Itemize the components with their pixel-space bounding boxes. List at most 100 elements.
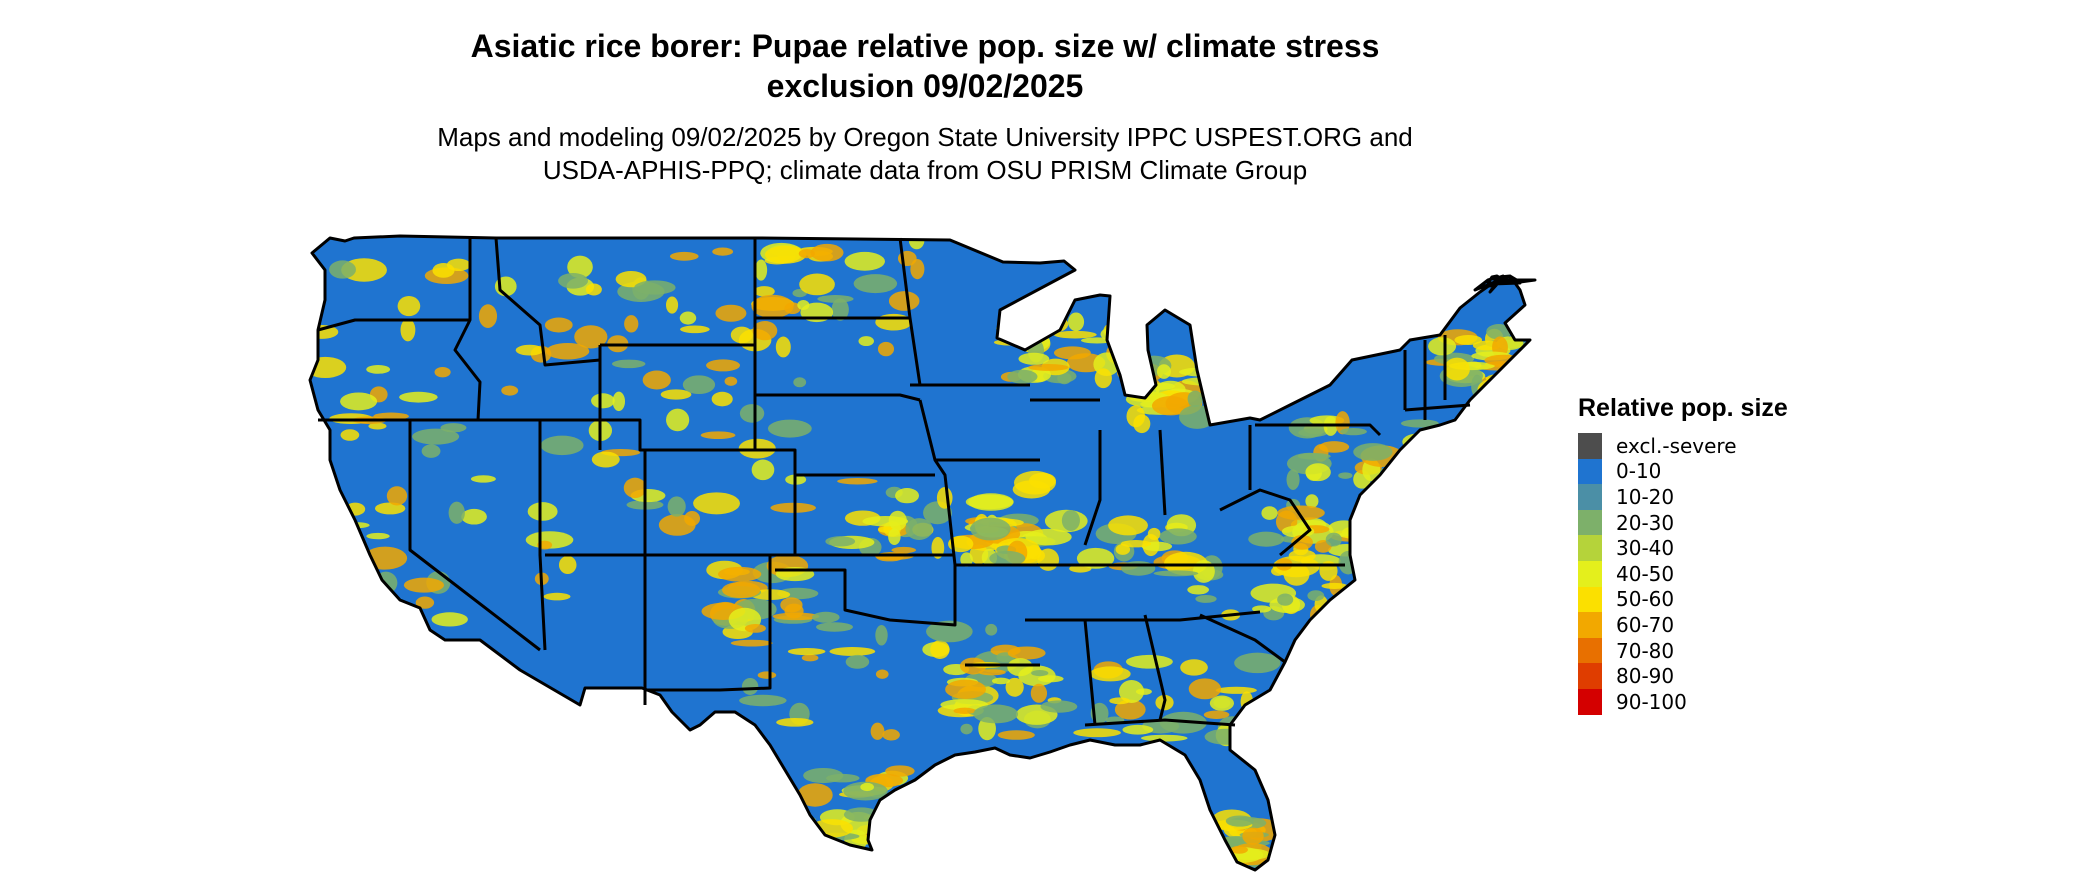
suitability-patch	[810, 243, 844, 262]
suitability-patch	[1277, 593, 1294, 606]
border-ca-nv	[408, 420, 541, 652]
suitability-patch	[826, 773, 860, 783]
suitability-patch	[825, 536, 856, 547]
suitability-patch	[885, 765, 915, 777]
suitability-patch	[1108, 515, 1148, 536]
suitability-patch	[1153, 570, 1199, 577]
suitability-patch	[877, 341, 895, 357]
suitability-patch	[1037, 675, 1064, 683]
suitability-patch	[412, 428, 460, 445]
suitability-patch	[448, 501, 465, 524]
suitability-patch	[611, 359, 646, 369]
suitability-patch	[1402, 460, 1424, 467]
suitability-patch	[1068, 312, 1085, 332]
suitability-patch	[882, 729, 900, 741]
border-ut-co	[540, 345, 757, 452]
legend-item: 10-20	[1578, 484, 1788, 510]
suitability-patch	[368, 422, 387, 430]
suitability-patch	[1114, 699, 1146, 720]
suitability-patch	[784, 603, 804, 619]
suitability-patch	[330, 575, 359, 592]
suitability-patch	[1181, 377, 1223, 386]
suitability-patch	[890, 792, 905, 808]
suitability-patch	[753, 286, 775, 297]
suitability-patch	[399, 391, 438, 403]
suitability-patch	[431, 612, 468, 627]
suitability-patch	[875, 625, 888, 646]
suitability-patch	[544, 317, 573, 333]
suitability-patch	[623, 477, 647, 499]
border-in-oh	[1158, 429, 1167, 516]
suitability-patch	[340, 392, 378, 411]
suitability-patch	[997, 730, 1035, 740]
suitability-patch	[574, 325, 608, 349]
border-ms-al	[1083, 619, 1097, 726]
suitability-patch	[776, 717, 814, 727]
legend-item: 50-60	[1578, 586, 1788, 613]
border-al-ga	[1143, 614, 1167, 721]
suitability-patch	[340, 429, 360, 441]
suitability-patch	[660, 389, 692, 400]
suitability-patch	[831, 298, 849, 321]
suitability-patch	[1338, 550, 1358, 575]
legend: Relative pop. size excl.-severe 0-10 10-20…	[1578, 394, 1788, 715]
suitability-patch	[770, 502, 816, 513]
map-title-line2: exclusion 09/02/2025	[766, 68, 1084, 104]
border-sc-ga	[1199, 613, 1286, 664]
map-title: Asiatic rice borer: Pupae relative pop. …	[300, 26, 1550, 106]
suitability-patch	[1005, 677, 1024, 697]
suitability-patch	[895, 488, 920, 504]
border-co-nm	[645, 448, 797, 557]
suitability-patch	[1135, 688, 1152, 695]
suitability-patch	[1305, 463, 1331, 482]
suitability-patch	[1187, 390, 1203, 408]
suitability-patch	[558, 555, 577, 575]
suitability-patch	[888, 528, 901, 545]
legend-label: 10-20	[1616, 484, 1675, 509]
suitability-patch	[860, 782, 874, 792]
suitability-patch	[996, 320, 1035, 337]
suitability-patch	[540, 435, 584, 456]
suitability-patch	[837, 477, 878, 485]
suitability-patch	[991, 677, 1011, 685]
suitability-patch	[845, 654, 870, 669]
suitability-patch	[1026, 544, 1042, 560]
legend-swatch	[1578, 586, 1602, 613]
suitability-patch	[434, 366, 451, 378]
suitability-patch	[1151, 396, 1190, 416]
suitability-patch	[797, 783, 833, 807]
suitability-patch	[711, 391, 733, 407]
border-nm-tx	[645, 555, 772, 692]
suitability-patch	[415, 596, 435, 609]
suitability-patch	[812, 611, 840, 623]
suitability-patch	[797, 299, 810, 311]
suitability-patch	[421, 444, 441, 458]
suitability-patch	[1122, 724, 1154, 735]
suitability-patch	[366, 532, 390, 540]
suitability-patch	[1109, 697, 1130, 705]
suitability-patch	[1010, 318, 1057, 335]
legend-label: excl.-severe	[1616, 433, 1737, 458]
suitability-patch	[1159, 528, 1197, 545]
suitability-patch	[1120, 540, 1152, 548]
suitability-patch	[1140, 734, 1188, 742]
legend-label: 30-40	[1616, 536, 1675, 561]
suitability-patch	[816, 622, 853, 632]
suitability-patch	[752, 320, 778, 341]
suitability-patch	[905, 518, 933, 540]
suitability-patch	[1319, 441, 1350, 453]
suitability-patch	[722, 581, 761, 599]
suitability-patch	[591, 451, 620, 468]
suitability-patch	[634, 280, 676, 295]
suitability-patch	[461, 508, 487, 525]
suitability-patch	[799, 273, 835, 296]
suitability-patch	[667, 496, 686, 517]
suitability-patch	[1053, 330, 1097, 339]
suitability-patch	[366, 365, 391, 374]
suitability-patch	[787, 647, 826, 656]
suitability-patch	[612, 391, 626, 412]
suitability-patch	[1428, 337, 1457, 356]
border-nv-ut	[538, 420, 547, 651]
suitability-patch	[386, 486, 408, 506]
legend-swatch	[1578, 663, 1602, 689]
